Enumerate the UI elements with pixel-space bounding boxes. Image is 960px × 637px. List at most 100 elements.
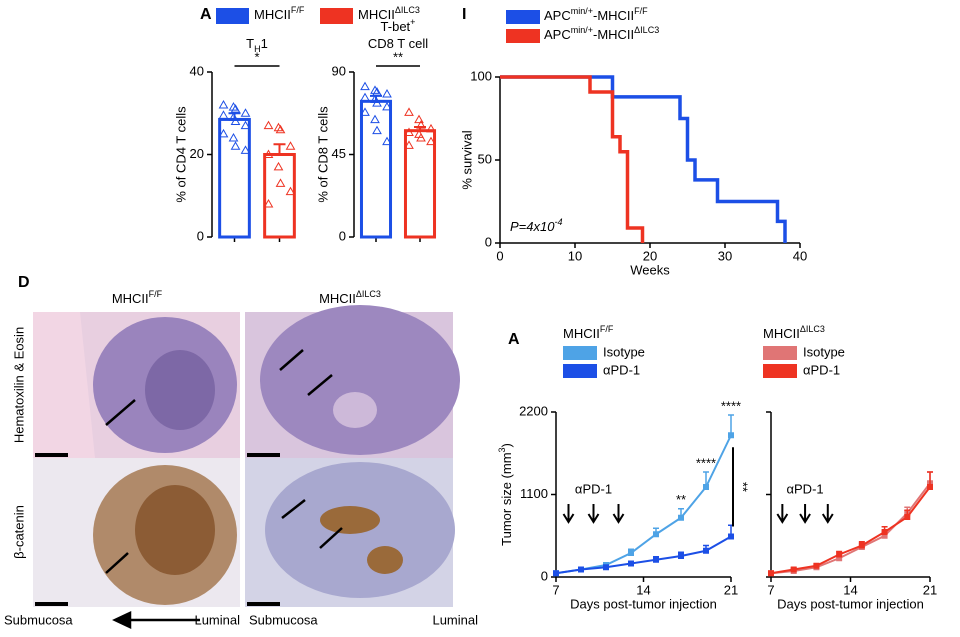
series-line (555, 535, 732, 575)
y-tick-label: 1100 (520, 486, 548, 501)
data-point (904, 514, 911, 520)
data-point (240, 145, 251, 154)
p-value-part: -4 (554, 217, 562, 227)
x-tick-label: 40 (793, 248, 807, 263)
legend-title-part: MHCII (763, 326, 800, 341)
error-bar (728, 414, 734, 436)
data-point (881, 529, 888, 535)
data-point (230, 116, 241, 125)
legend-label: MHCIIΔILC3 (358, 5, 420, 22)
data-point (404, 140, 414, 149)
data-point (370, 85, 380, 94)
legend-label-part: min/+ (571, 6, 593, 16)
p-value: P=4x10-4 (510, 217, 562, 234)
legend-swatch (506, 10, 540, 24)
x-tick-label: 21 (923, 582, 937, 597)
data-point (603, 564, 609, 571)
data-point (372, 87, 382, 96)
data-point (678, 553, 684, 559)
data-point (275, 124, 286, 134)
chart-title: CD8 T cell (368, 36, 428, 51)
x-axis-label: Weeks (630, 262, 670, 277)
row-label: Hematoxilin & Eosin (11, 327, 26, 443)
legend-title: MHCIIF/F (563, 324, 614, 341)
legend-label-part: ΔILC3 (395, 5, 420, 15)
legend-label-part: ΔILC3 (634, 25, 659, 35)
data-point (768, 570, 774, 577)
y-axis-label: % survival (459, 130, 474, 189)
data-point (881, 532, 888, 539)
data-point (372, 98, 382, 107)
data-point (858, 542, 865, 549)
data-point (285, 186, 296, 196)
data-point (426, 136, 436, 146)
y-tick-label: 0 (339, 228, 346, 243)
legend-label-part: MHCII (254, 7, 291, 22)
legend-swatch (563, 346, 597, 360)
significance-label: ** (393, 49, 403, 64)
data-point (263, 198, 274, 208)
legend-label: αPD-1 (803, 362, 840, 377)
data-point (218, 99, 229, 109)
chart-title: TH1 (246, 36, 268, 54)
histology-arrows (105, 349, 343, 629)
series-line (770, 482, 931, 575)
data-point (263, 149, 274, 158)
data-point (927, 484, 933, 490)
data-point (285, 141, 296, 150)
legend-swatch (320, 8, 353, 24)
column-header-part: ΔILC3 (356, 289, 381, 299)
panel-label: A (200, 6, 212, 23)
bar (359, 99, 393, 239)
legend-label: Isotype (803, 344, 845, 359)
y-tick-label: 0 (541, 568, 548, 583)
significance-label: * (254, 49, 259, 64)
data-point (370, 114, 380, 124)
legend-label: APCmin/+-MHCIIF/F (544, 6, 648, 23)
data-point (275, 178, 286, 187)
column-header-part: MHCII (319, 291, 356, 306)
comparison-label: ** (736, 482, 751, 492)
data-point (240, 108, 251, 117)
data-point (360, 92, 370, 102)
chart-title-part: H (254, 44, 261, 54)
legend-label: MHCIIF/F (254, 5, 305, 22)
legend-label-part: F/F (634, 6, 648, 16)
data-point (228, 132, 239, 142)
bar (403, 129, 437, 239)
treatment-arrow (776, 504, 789, 524)
legend-swatch (563, 364, 597, 378)
data-point (414, 114, 424, 124)
column-header-part: MHCII (112, 291, 149, 306)
treatment-arrow (821, 504, 834, 524)
y-axis-label: Tumor size (mm3) (497, 443, 514, 546)
treatment-arrow (562, 504, 575, 524)
significance-label: **** (721, 398, 741, 413)
bcat-tissue (320, 506, 380, 534)
he-muscle (33, 312, 95, 458)
he-tissue (145, 350, 215, 430)
legend-title-part: ΔILC3 (800, 324, 825, 334)
data-point (416, 132, 426, 142)
legend-label: APCmin/+-MHCIIΔILC3 (544, 25, 659, 42)
data-point (404, 127, 414, 136)
data-point (240, 120, 251, 130)
panel-label: D (18, 274, 30, 291)
x-tick-label: 21 (724, 582, 738, 597)
data-point (813, 562, 820, 569)
data-point (653, 556, 659, 563)
data-point (836, 551, 843, 558)
x-tick-label: 20 (643, 248, 657, 263)
data-point (728, 533, 734, 540)
x-tick-label: 30 (718, 248, 732, 263)
treatment-label: αPD-1 (787, 481, 824, 496)
data-point (230, 104, 241, 113)
bcat-tissue (135, 485, 215, 575)
data-point (553, 570, 559, 577)
data-point (678, 514, 684, 521)
data-point (230, 141, 241, 150)
he-tissue (260, 305, 460, 455)
legend-label: αPD-1 (603, 362, 640, 377)
legend-swatch (763, 364, 797, 378)
